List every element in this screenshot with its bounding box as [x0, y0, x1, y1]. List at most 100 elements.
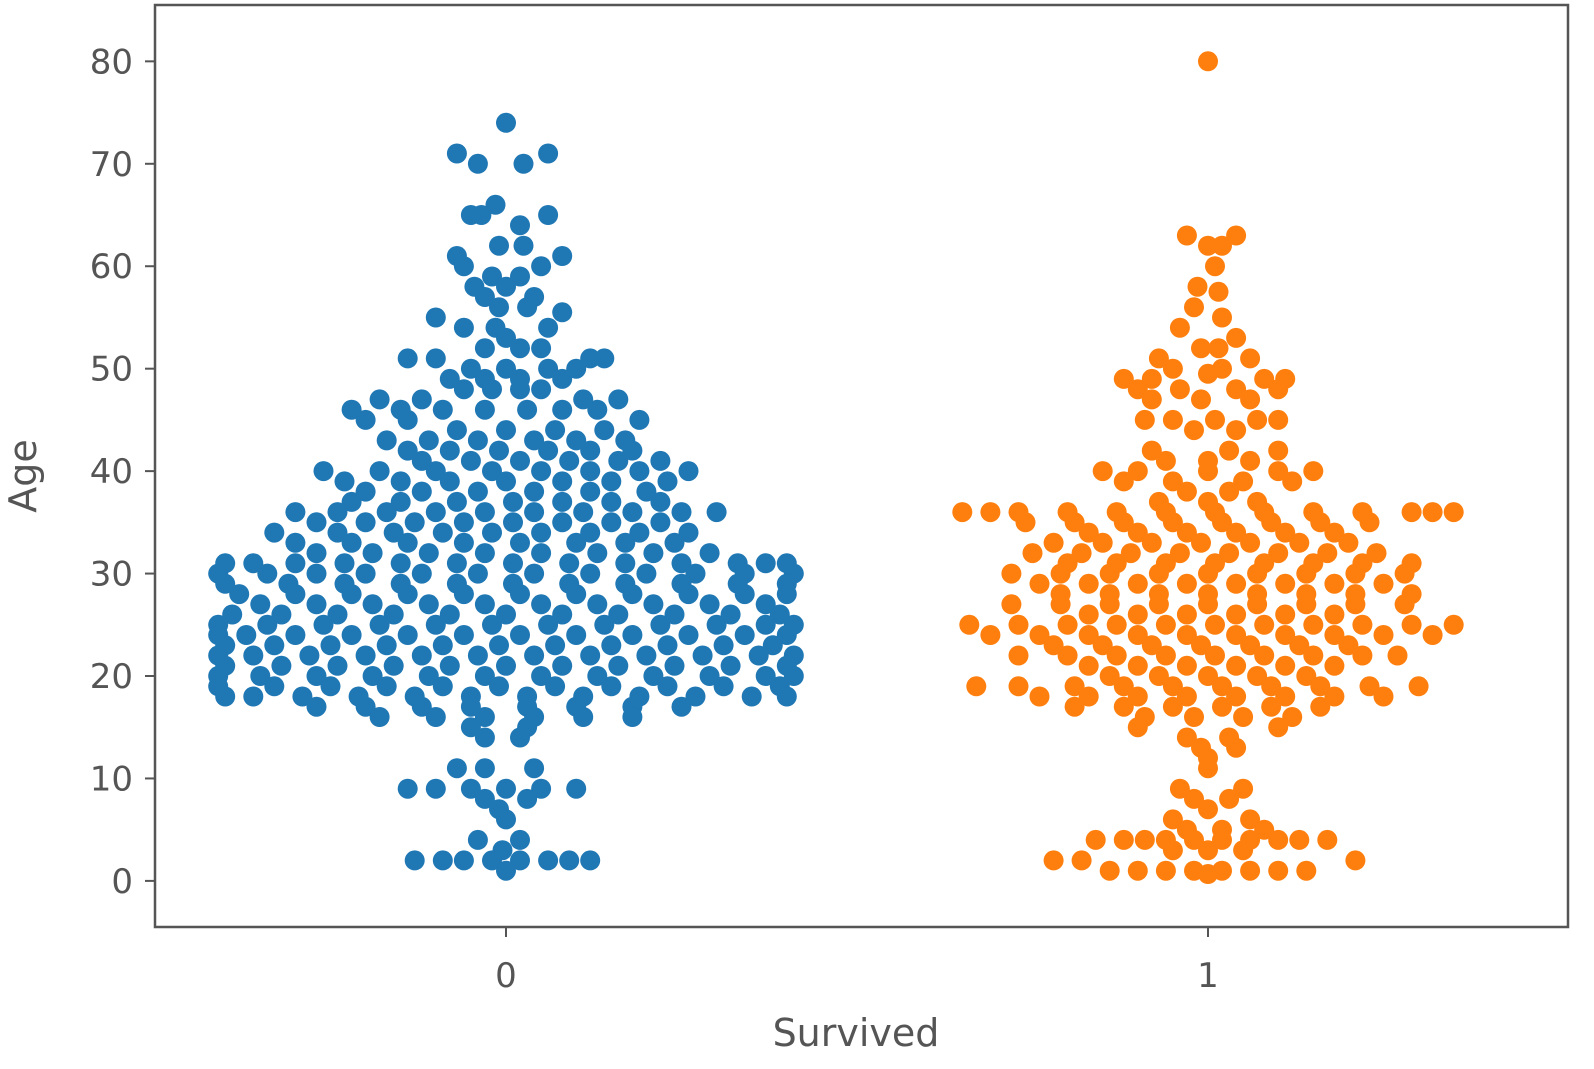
data-point — [755, 553, 776, 574]
data-point — [1324, 655, 1345, 676]
data-point — [1198, 51, 1218, 72]
data-point — [446, 420, 467, 441]
data-point — [1226, 625, 1247, 645]
data-point — [769, 604, 790, 625]
data-point — [503, 553, 523, 574]
data-point — [1226, 573, 1247, 594]
data-point — [1162, 696, 1183, 717]
data-point — [264, 676, 285, 697]
data-point — [264, 635, 285, 656]
data-point — [496, 276, 516, 297]
data-point — [1155, 645, 1176, 666]
data-point — [362, 666, 383, 686]
data-point — [643, 666, 664, 686]
data-point — [1198, 758, 1218, 779]
data-point — [678, 625, 699, 645]
data-point — [1127, 604, 1148, 625]
data-point — [390, 471, 411, 492]
data-point — [313, 614, 334, 635]
data-point — [671, 502, 692, 523]
data-point — [1078, 625, 1099, 645]
data-point — [601, 512, 622, 533]
data-point — [1261, 676, 1282, 697]
data-point — [369, 707, 390, 727]
data-point — [1176, 522, 1197, 543]
data-point — [474, 707, 495, 727]
data-point — [341, 399, 362, 420]
data-point — [664, 604, 685, 625]
data-point — [517, 788, 538, 809]
data-point — [587, 666, 608, 686]
data-point — [1352, 645, 1373, 666]
data-point — [629, 461, 650, 482]
data-point — [510, 338, 530, 359]
data-point — [1148, 594, 1169, 615]
data-point — [1254, 819, 1275, 840]
data-point — [362, 594, 383, 615]
data-point — [1275, 655, 1296, 676]
data-point — [1176, 727, 1197, 748]
data-point — [531, 666, 552, 686]
data-point — [404, 850, 425, 871]
data-point — [510, 829, 530, 850]
data-point — [1324, 686, 1345, 707]
data-point — [496, 358, 516, 379]
data-point — [489, 676, 509, 697]
data-point — [460, 450, 481, 471]
data-point — [1078, 686, 1099, 707]
data-point — [678, 461, 699, 482]
data-point — [482, 522, 502, 543]
data-point — [587, 399, 608, 420]
data-point — [552, 604, 573, 625]
data-point — [538, 440, 559, 461]
data-point — [1162, 358, 1183, 379]
data-point — [510, 215, 530, 236]
data-point — [271, 655, 292, 676]
data-point — [1191, 389, 1211, 410]
data-point — [306, 543, 327, 564]
data-point — [615, 532, 636, 553]
data-point — [1240, 635, 1261, 656]
data-point — [559, 450, 580, 471]
data-point — [594, 420, 615, 441]
data-point — [538, 358, 559, 379]
data-point — [510, 625, 530, 645]
data-point — [1162, 409, 1183, 430]
data-point — [959, 614, 980, 635]
data-point — [1443, 614, 1464, 635]
data-point — [636, 481, 657, 502]
data-point — [243, 645, 264, 666]
data-point — [1268, 409, 1289, 430]
data-point — [432, 635, 453, 656]
data-point — [467, 481, 488, 502]
data-point — [734, 584, 755, 605]
data-point — [580, 481, 601, 502]
data-point — [1226, 686, 1247, 707]
data-point — [1169, 778, 1190, 799]
data-point — [1113, 676, 1134, 697]
data-point — [545, 635, 566, 656]
data-point — [1043, 532, 1064, 553]
data-point — [243, 686, 264, 707]
data-point — [215, 573, 236, 594]
data-point — [1092, 532, 1113, 553]
data-point — [622, 440, 643, 461]
data-point — [411, 481, 432, 502]
data-point — [573, 389, 594, 410]
data-point — [1162, 840, 1183, 861]
data-point — [1324, 625, 1345, 645]
data-point — [341, 584, 362, 605]
data-point — [650, 614, 671, 635]
data-point — [383, 522, 404, 543]
data-point — [1127, 379, 1148, 400]
data-point — [513, 235, 534, 256]
data-point — [1268, 829, 1289, 850]
data-point — [643, 543, 664, 564]
data-point — [489, 440, 509, 461]
data-point — [1226, 604, 1247, 625]
data-point — [334, 553, 355, 574]
data-point — [446, 553, 467, 574]
data-point — [601, 471, 622, 492]
data-point — [1268, 379, 1289, 400]
